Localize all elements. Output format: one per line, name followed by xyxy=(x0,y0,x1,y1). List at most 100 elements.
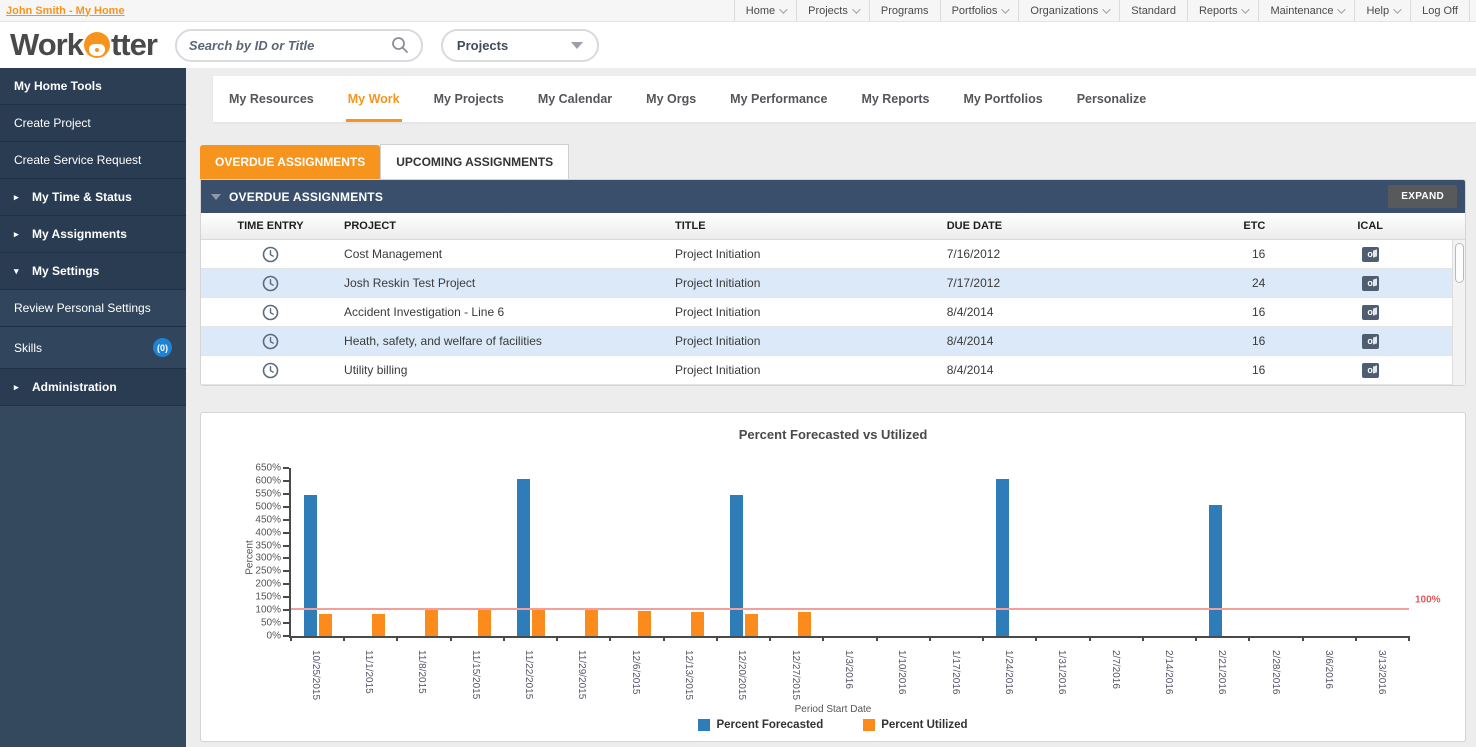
ical-cell[interactable]: o xyxy=(1275,246,1465,261)
x-tick-date-label: 1/24/2016 xyxy=(1014,645,1059,663)
bar-forecasted[interactable] xyxy=(517,479,530,636)
user-home-link[interactable]: John Smith - My Home xyxy=(6,5,125,17)
topnav-programs[interactable]: Programs xyxy=(869,0,940,21)
time-entry-clock-icon[interactable] xyxy=(262,275,279,292)
sidebar-item-skills[interactable]: Skills(0) xyxy=(0,327,186,369)
bar-utilized[interactable] xyxy=(319,614,332,636)
tab-upcoming-assignments[interactable]: UPCOMING ASSIGNMENTS xyxy=(380,144,569,179)
table-scrollbar[interactable] xyxy=(1452,240,1465,385)
time-entry-cell[interactable] xyxy=(201,304,340,321)
table-row[interactable]: Josh Reskin Test ProjectProject Initiati… xyxy=(201,269,1465,298)
tab-my-work[interactable]: My Work xyxy=(346,92,402,122)
y-tick-label: 0% xyxy=(267,631,281,642)
time-entry-cell[interactable] xyxy=(201,246,340,263)
time-entry-cell[interactable] xyxy=(201,333,340,350)
sidebar-item-create-service-request[interactable]: Create Service Request xyxy=(0,142,186,179)
etc-cell: 16 xyxy=(1155,363,1275,377)
time-entry-cell[interactable] xyxy=(201,362,340,379)
chevron-down-icon xyxy=(1338,5,1346,13)
bar-utilized[interactable] xyxy=(798,612,811,636)
sidebar-item-review-personal-settings[interactable]: Review Personal Settings xyxy=(0,290,186,327)
topnav-portfolios[interactable]: Portfolios xyxy=(940,0,1019,21)
topnav-home[interactable]: Home xyxy=(734,0,796,21)
topnav-help[interactable]: Help xyxy=(1354,0,1410,21)
sidebar-item-my-time-status[interactable]: ▸My Time & Status xyxy=(0,179,186,216)
title-cell: Project Initiation xyxy=(675,276,947,290)
topnav-projects[interactable]: Projects xyxy=(796,0,869,21)
ical-cell[interactable]: o xyxy=(1275,333,1465,348)
ical-cell[interactable]: o xyxy=(1275,362,1465,377)
topnav-reports[interactable]: Reports xyxy=(1187,0,1259,21)
time-entry-clock-icon[interactable] xyxy=(262,246,279,263)
sidebar-item-administration[interactable]: ▸Administration xyxy=(0,369,186,406)
bar-utilized[interactable] xyxy=(745,614,758,636)
search-input[interactable] xyxy=(189,38,383,53)
tab-my-portfolios[interactable]: My Portfolios xyxy=(962,92,1045,122)
ical-outlook-icon[interactable]: o xyxy=(1362,334,1379,349)
sidebar-item-label: Review Personal Settings xyxy=(14,301,151,315)
tab-my-projects[interactable]: My Projects xyxy=(432,92,506,122)
sidebar-item-my-settings[interactable]: ▾My Settings xyxy=(0,253,186,290)
sidebar-item-create-project[interactable]: Create Project xyxy=(0,105,186,142)
ical-cell[interactable]: o xyxy=(1275,304,1465,319)
scrollbar-thumb[interactable] xyxy=(1455,243,1464,283)
title-cell: Project Initiation xyxy=(675,363,947,377)
ical-cell[interactable]: o xyxy=(1275,275,1465,290)
bar-utilized[interactable] xyxy=(532,609,545,636)
bar-utilized[interactable] xyxy=(425,609,438,636)
time-entry-clock-icon[interactable] xyxy=(262,333,279,350)
table-row[interactable]: Utility billingProject Initiation8/4/201… xyxy=(201,356,1465,385)
topnav-maintenance[interactable]: Maintenance xyxy=(1258,0,1354,21)
search-box[interactable] xyxy=(175,29,423,62)
title-cell: Project Initiation xyxy=(675,247,947,261)
time-entry-clock-icon[interactable] xyxy=(262,362,279,379)
bar-forecasted[interactable] xyxy=(996,479,1009,636)
column-header-time-entry: TIME ENTRY xyxy=(201,220,340,232)
bar-utilized[interactable] xyxy=(478,610,491,636)
column-header-title: TITLE xyxy=(675,220,947,232)
bar-utilized[interactable] xyxy=(585,610,598,636)
bar-forecasted[interactable] xyxy=(304,495,317,636)
time-entry-cell[interactable] xyxy=(201,275,340,292)
table-row[interactable]: Accident Investigation - Line 6Project I… xyxy=(201,298,1465,327)
x-tick-date-label: 11/1/2015 xyxy=(374,645,418,663)
bar-utilized[interactable] xyxy=(372,614,385,636)
y-tick-label: 250% xyxy=(255,566,281,577)
tab-personalize[interactable]: Personalize xyxy=(1075,92,1148,122)
y-tick-label: 550% xyxy=(255,488,281,499)
topnav-standard[interactable]: Standard xyxy=(1119,0,1187,21)
x-tick-date-label: 1/17/2016 xyxy=(961,645,1006,663)
entity-type-dropdown[interactable]: Projects xyxy=(441,29,599,62)
tab-my-reports[interactable]: My Reports xyxy=(859,92,931,122)
table-row[interactable]: Heath, safety, and welfare of facilities… xyxy=(201,327,1465,356)
ical-outlook-icon[interactable]: o xyxy=(1362,305,1379,320)
tab-overdue-assignments[interactable]: OVERDUE ASSIGNMENTS xyxy=(200,145,380,179)
main-tabs-bar: My Resources My Work My Projects My Calenda… xyxy=(213,76,1476,122)
tab-my-orgs[interactable]: My Orgs xyxy=(644,92,698,122)
ical-outlook-icon[interactable]: o xyxy=(1362,363,1379,378)
topnav-log-off[interactable]: Log Off xyxy=(1410,0,1470,21)
bar-forecasted[interactable] xyxy=(730,495,743,636)
ical-outlook-icon[interactable]: o xyxy=(1362,276,1379,291)
y-axis-label: Percent xyxy=(245,540,256,574)
expand-button[interactable]: EXPAND xyxy=(1388,185,1457,208)
search-icon[interactable] xyxy=(391,36,409,54)
project-cell: Utility billing xyxy=(340,363,675,377)
topnav-organizations[interactable]: Organizations xyxy=(1018,0,1119,21)
bar-forecasted[interactable] xyxy=(1209,505,1222,636)
table-row[interactable]: Cost ManagementProject Initiation7/16/20… xyxy=(201,240,1465,269)
y-tick-mark xyxy=(283,480,289,482)
y-tick-mark xyxy=(283,493,289,495)
sidebar-item-my-assignments[interactable]: ▸My Assignments xyxy=(0,216,186,253)
tab-my-performance[interactable]: My Performance xyxy=(728,92,829,122)
ical-outlook-icon[interactable]: o xyxy=(1362,247,1379,262)
x-tick-date-label: 11/8/2015 xyxy=(427,645,471,663)
y-tick-label: 650% xyxy=(255,463,281,474)
triangle-down-icon: ▾ xyxy=(14,266,24,277)
bar-utilized[interactable] xyxy=(691,612,704,636)
bar-utilized[interactable] xyxy=(638,611,651,636)
time-entry-clock-icon[interactable] xyxy=(262,304,279,321)
tab-my-resources[interactable]: My Resources xyxy=(227,92,316,122)
tab-my-calendar[interactable]: My Calendar xyxy=(536,92,614,122)
collapse-caret-icon[interactable] xyxy=(211,194,221,200)
